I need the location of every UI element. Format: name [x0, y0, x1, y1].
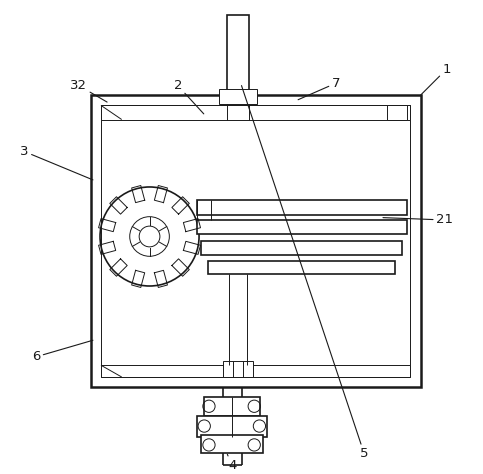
Bar [91, 95, 421, 387]
Bar [387, 105, 407, 119]
Bar [223, 361, 253, 377]
Bar [201, 436, 263, 454]
Bar [197, 220, 407, 234]
Text: 21: 21 [383, 213, 453, 227]
Bar [101, 105, 411, 119]
Text: 7: 7 [298, 77, 340, 100]
Text: 4: 4 [227, 455, 236, 472]
Bar [201, 241, 402, 255]
Text: 5: 5 [242, 86, 369, 460]
Bar [197, 200, 407, 215]
Text: 3: 3 [20, 145, 93, 180]
Text: 6: 6 [32, 340, 93, 363]
Text: 2: 2 [173, 79, 204, 114]
Bar [227, 15, 249, 95]
Bar [219, 90, 257, 103]
Bar [204, 397, 260, 416]
Bar [101, 105, 411, 377]
Bar [209, 261, 395, 274]
Text: 32: 32 [71, 79, 107, 102]
Bar [197, 416, 268, 437]
Text: 1: 1 [421, 63, 451, 95]
Bar [101, 365, 411, 377]
